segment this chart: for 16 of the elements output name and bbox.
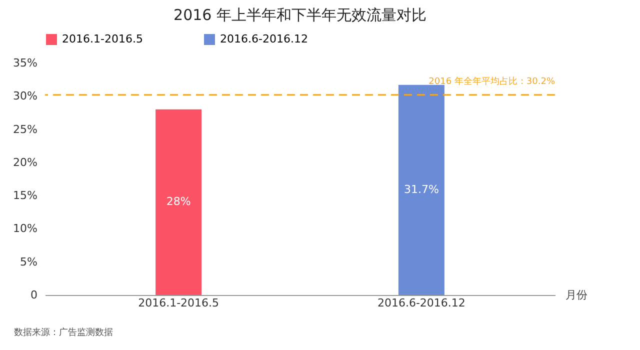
y-tick-label: 15%: [13, 189, 38, 202]
y-tick-label: 5%: [20, 255, 38, 268]
data-label: 28%: [166, 195, 191, 208]
y-tick-label: 25%: [13, 122, 38, 136]
y-tick-label: 0: [30, 288, 38, 302]
x-axis-title: 月份: [566, 288, 588, 302]
chart-title: 2016 年上半年和下半年无效流量对比: [174, 6, 426, 24]
y-tick-label: 20%: [13, 156, 38, 169]
ref-line-label: 2016 年全年平均占比：30.2%: [428, 76, 556, 87]
y-tick-label: 10%: [13, 222, 38, 236]
y-tick-label: 30%: [13, 90, 38, 103]
source-note: 数据来源：广告监测数据: [13, 326, 114, 340]
legend-label: 2016.6-2016.12: [220, 32, 308, 46]
data-label: 31.7%: [404, 182, 439, 196]
y-tick-label: 35%: [13, 56, 38, 70]
legend-label: 2016.1-2016.5: [62, 32, 143, 46]
